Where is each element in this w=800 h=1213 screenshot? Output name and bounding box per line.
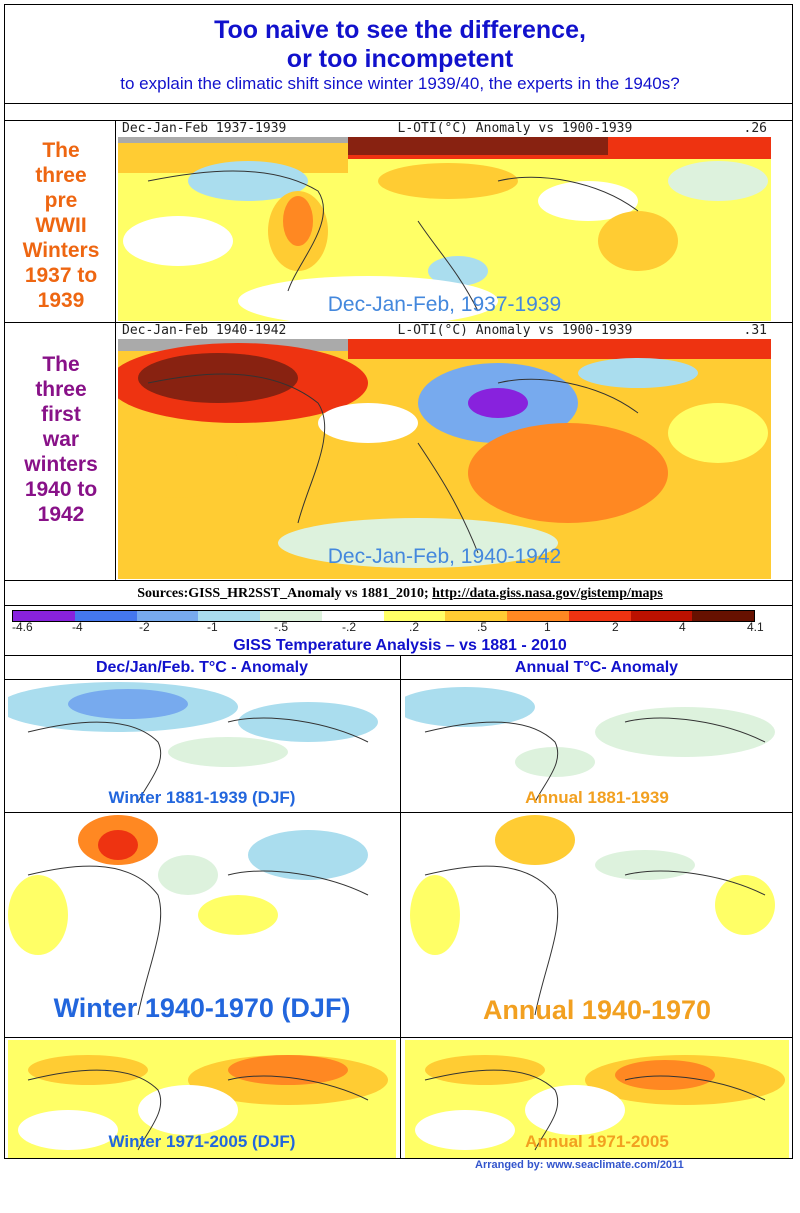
map-caption: Annual 1881-1939 [525,788,669,807]
legend-tick-label: -.2 [342,620,357,634]
sources-line: Sources:GISS_HR2SST_Anomaly vs 1881_2010… [0,586,800,602]
legend-tick-label: -4.6 [12,620,33,634]
anomaly-map-w3 [8,1040,396,1158]
map-winter-1881-1939: Winter 1881-1939 (DJF) [8,682,396,810]
map-annual-1881-1939: Annual 1881-1939 [405,682,789,810]
side-label-line: winters [24,453,98,476]
legend-tick-label: .2 [409,620,420,634]
side-label-line: three [35,164,87,187]
legend-swatch [198,611,260,621]
anomaly-map-w2 [8,815,396,1035]
side-label-line: three [35,378,87,401]
divider [4,322,793,323]
legend-tick-label: 1 [544,620,551,634]
legend-swatch [630,611,693,621]
map-dec-jan-feb-1940-1942: Dec-Jan-Feb 1940-1942 L-OTI(°C) Anomaly v… [118,323,771,579]
anomaly-map-1937 [118,121,771,321]
side-label-line: The [42,139,80,162]
side-label-line: first [41,403,81,426]
footer-credit: Arranged by: www.seaclimate.com/2011 [475,1159,684,1171]
divider [4,580,793,581]
panel2-side-label: The three first war winters 1940 to 1942 [8,352,114,527]
side-label-line: The [42,353,80,376]
legend-swatch [692,611,754,621]
sources-text: Sources:GISS_HR2SST_Anomaly vs 1881_2010… [137,586,433,601]
column-header-annual: Annual T°C- Anomaly [514,659,679,676]
divider [115,120,116,580]
page-frame [4,4,793,1159]
anomaly-map-a2 [405,815,789,1035]
map-caption: Winter 1971-2005 (DJF) [108,1132,296,1151]
divider [400,655,401,1159]
divider [4,1037,793,1038]
legend-swatch [74,611,137,621]
map-winter-1971-2005: Winter 1971-2005 (DJF) [8,1040,396,1158]
side-label-line: war [42,428,80,451]
legend-tick-label: 4.1 [747,620,764,634]
section-title: GISS Temperature Analysis – vs 1881 - 20… [233,637,567,654]
divider [4,120,793,121]
map-caption: Winter 1881-1939 (DJF) [108,788,296,807]
legend-tick-label: -.5 [274,620,289,634]
sources-link[interactable]: http://data.giss.nasa.gov/gistemp/maps [432,586,663,601]
side-label-line: Winters [22,239,100,262]
divider [4,655,793,656]
map-annual-1940-1970: Annual 1940-1970 [405,815,789,1035]
map-caption: Winter 1940-1970 (DJF) [53,993,351,1023]
legend-swatch [13,611,75,621]
side-label-line: WWII [35,214,87,237]
legend-swatch [507,611,569,621]
legend-swatch [568,611,631,621]
page-subtitle: to explain the climatic shift since wint… [120,74,680,93]
anomaly-map-a1 [405,682,789,810]
legend-swatch [260,611,322,621]
panel1-side-label: The three pre WWII Winters 1937 to 1939 [8,138,114,313]
divider [4,605,793,606]
color-legend [12,610,755,622]
map-caption: Dec-Jan-Feb, 1937-1939 [327,293,562,316]
legend-ticks: -4.6 -4 -2 -1 -.5 -.2 .2 .5 1 2 4 4.1 [12,620,782,634]
legend-swatch [321,611,384,621]
divider [4,103,793,104]
divider [4,812,793,813]
map-dec-jan-feb-1937-1939: Dec-Jan-Feb 1937-1939 L-OTI(°C) Anomaly v… [118,121,771,321]
map-annual-1971-2005: Annual 1971-2005 [405,1040,789,1158]
legend-tick-label: -1 [207,620,218,634]
column-header-winter: Dec/Jan/Feb. T°C - Anomaly [95,659,309,676]
legend-swatch [445,611,507,621]
legend-tick-label: -2 [139,620,150,634]
page-title: Too naive to see the difference, or too … [214,16,586,73]
side-label-line: 1937 to [24,264,98,287]
anomaly-map-1940 [118,323,771,579]
map-winter-1940-1970: Winter 1940-1970 (DJF) [8,815,396,1035]
side-label-line: pre [44,189,78,212]
anomaly-map-a3 [405,1040,789,1158]
legend-swatch [383,611,446,621]
anomaly-map-w1 [8,682,396,810]
side-label-line: 1940 to [24,478,98,501]
legend-tick-label: -4 [72,620,83,634]
legend-swatch [136,611,199,621]
side-label-line: 1942 [37,503,85,526]
map-caption: Annual 1940-1970 [482,995,712,1025]
map-caption: Annual 1971-2005 [525,1132,669,1151]
map-caption: Dec-Jan-Feb, 1940-1942 [327,545,562,568]
map-header: Dec-Jan-Feb 1937-1939 L-OTI(°C) Anomaly v… [118,121,771,137]
legend-tick-label: .5 [477,620,488,634]
divider [4,679,793,680]
map-header: Dec-Jan-Feb 1940-1942 L-OTI(°C) Anomaly v… [118,323,771,339]
legend-tick-label: 4 [679,620,686,634]
legend-tick-label: 2 [612,620,619,634]
side-label-line: 1939 [37,289,85,312]
